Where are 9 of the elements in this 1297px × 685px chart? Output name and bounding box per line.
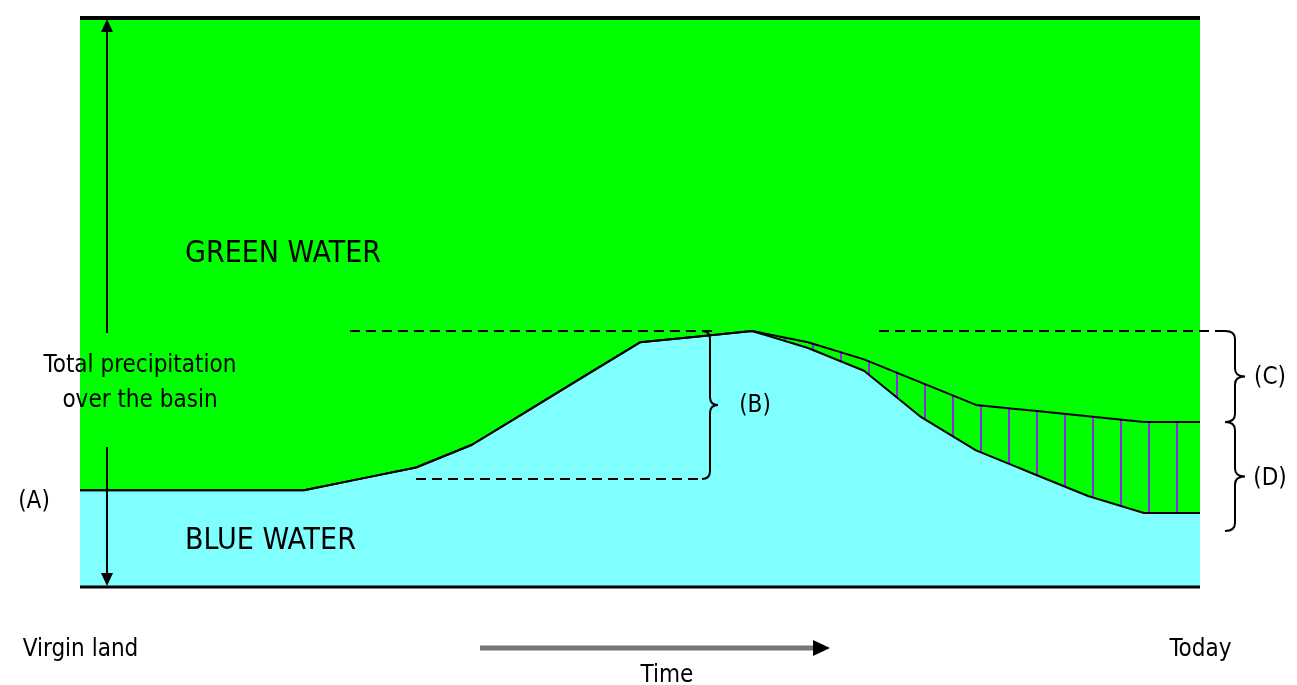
text: (A) [18, 486, 50, 514]
text: (D) [1253, 462, 1287, 491]
series-label: GREEN WATER [185, 234, 381, 270]
x-axis-title: Time [639, 660, 694, 685]
x-tick-label: Virgin land [22, 634, 139, 663]
text: (C) [1254, 362, 1286, 391]
annotation: (B) [739, 390, 771, 418]
series-label: BLUE WATER [185, 521, 356, 556]
x-tick-label: Today [1168, 634, 1232, 663]
